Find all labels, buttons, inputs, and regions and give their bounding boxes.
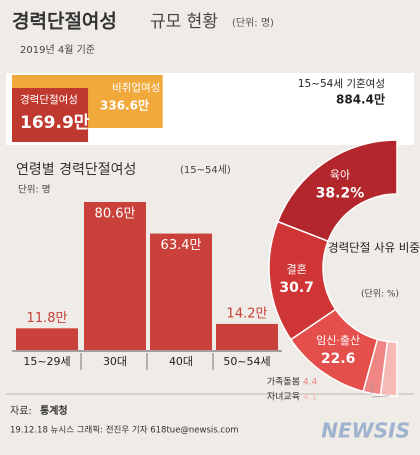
donut-unit: (단위: %) — [361, 289, 399, 300]
leader — [371, 395, 389, 398]
source: 통계청 — [40, 404, 68, 417]
segment-label: 경력단절여성 — [20, 93, 78, 106]
bar — [16, 328, 78, 350]
bar — [216, 323, 278, 350]
credit: 19.12.18 뉴시스 그래픽: 전진우 기자 618tue@newsis.c… — [10, 425, 239, 436]
bar — [150, 233, 212, 350]
segment — [12, 88, 89, 142]
bar-title: 연령별 경력단절여성 — [16, 162, 136, 178]
x-tick-label: 30대 — [103, 355, 127, 368]
title: 경력단절여성 — [12, 11, 117, 33]
x-tick-label: 15~29세 — [23, 355, 70, 368]
segment-value: 38.2% — [316, 186, 365, 202]
segment-label: 가족돌봄 — [267, 377, 300, 388]
segment-value: 22.6 — [321, 351, 356, 367]
unit: (단위: 명) — [232, 16, 274, 29]
subtitle: 규모 현황 — [150, 12, 218, 32]
bar — [84, 202, 146, 350]
segment-value: 169.9만 — [20, 113, 90, 133]
segment-value: 30.7 — [279, 280, 314, 296]
bar-value: 14.2만 — [227, 306, 268, 321]
donut-segment — [379, 340, 398, 397]
segment-label: 15~54세 기혼여성 — [298, 77, 385, 90]
segment-label: 결혼 — [287, 263, 307, 276]
x-tick-label: 40대 — [169, 355, 193, 368]
bar-value: 11.8만 — [27, 311, 68, 326]
segment-value: 884.4만 — [336, 92, 385, 107]
segment-label: 임신·출산 — [316, 334, 360, 347]
brand: NEWSIS — [321, 419, 410, 443]
segment-value: 4.4 — [303, 378, 318, 388]
segment-value: 4.1 — [303, 393, 317, 403]
date: 2019년 4월 기준 — [20, 44, 95, 56]
segment-label: 육아 — [330, 169, 350, 182]
bar-value: 63.4만 — [161, 238, 202, 253]
segment-label: 자녀교육 — [267, 392, 300, 403]
bar-value: 80.6만 — [95, 207, 136, 222]
bar-subtitle: (15~54세) — [180, 164, 231, 176]
source-label: 자료: — [10, 405, 32, 417]
bar-unit: 단위: 명 — [18, 184, 50, 196]
x-tick-label: 50~54세 — [223, 355, 270, 368]
donut-title: 경력단절 사유 비중 — [328, 241, 420, 255]
segment-value: 336.6만 — [100, 98, 149, 113]
segment-label: 비취업여성 — [112, 81, 160, 94]
